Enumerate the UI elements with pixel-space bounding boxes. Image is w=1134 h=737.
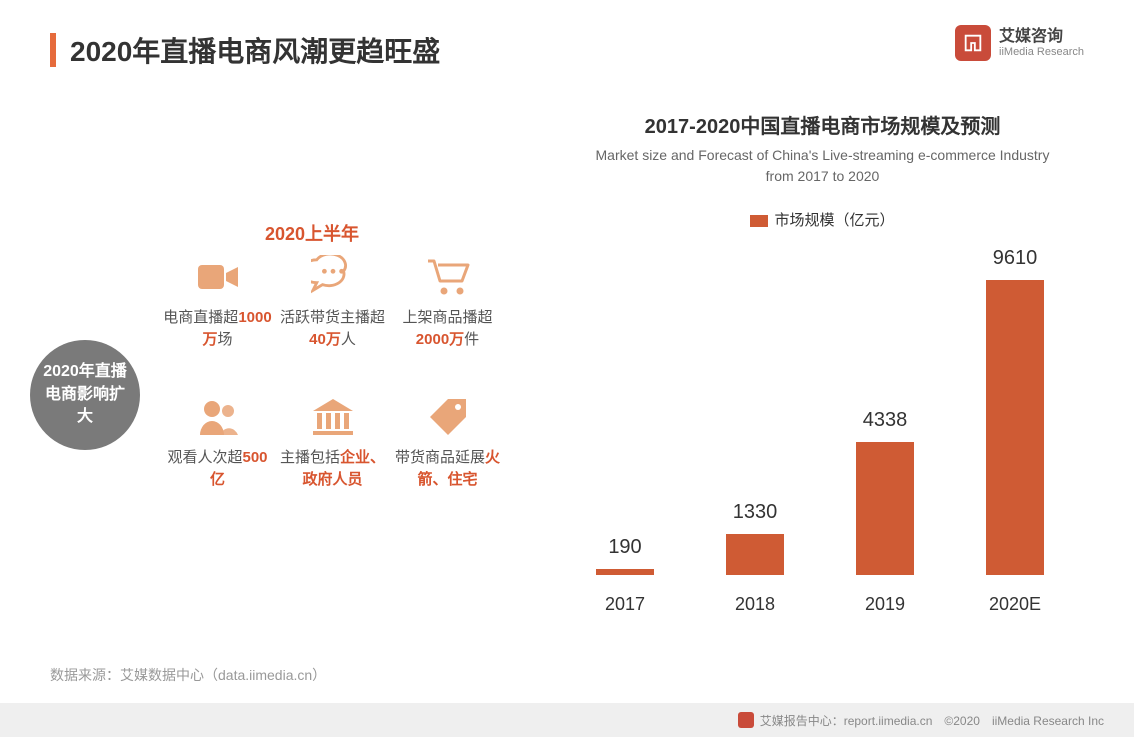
chart-title-en-line2: from 2017 to 2020 xyxy=(766,168,880,184)
legend-label: 市场规模（亿元） xyxy=(774,212,894,229)
info-cell-text: 观看人次超500亿 xyxy=(163,447,273,491)
bar-value-label: 4338 xyxy=(863,409,908,432)
info-cell: 上架商品播超2000万件 xyxy=(390,255,505,385)
page-footer: 艾媒报告中心：report.iimedia.cn ©2020 iiMedia R… xyxy=(0,703,1134,737)
chart-title-en: Market size and Forecast of China's Live… xyxy=(545,145,1100,187)
chart-legend: 市场规模（亿元） xyxy=(545,209,1100,230)
info-cell-text: 上架商品播超2000万件 xyxy=(393,307,503,351)
price-tag-icon xyxy=(426,395,470,439)
brand-name-en: iiMedia Research xyxy=(999,46,1084,58)
footer-logo-icon xyxy=(738,712,754,728)
chart-title-cn: 2017-2020中国直播电商市场规模及预测 xyxy=(545,110,1100,139)
chart-xlabels: 2017201820192020E xyxy=(560,594,1080,615)
data-source: 数据来源：艾媒数据中心（data.iimedia.cn） xyxy=(50,665,326,685)
x-axis-label: 2019 xyxy=(820,594,950,615)
brand-logo: 艾媒咨询 iiMedia Research xyxy=(955,25,1084,61)
info-cell: 主播包括企业、政府人员 xyxy=(275,395,390,525)
bar xyxy=(986,280,1044,575)
bar-value-label: 190 xyxy=(608,536,641,559)
info-cell: 电商直播超1000万场 xyxy=(160,255,275,385)
page-header: 2020年直播电商风潮更趋旺盛 xyxy=(50,30,440,70)
info-cell: 活跃带货主播超40万人 xyxy=(275,255,390,385)
bar-column: 190 xyxy=(560,536,690,575)
footer-text: 艾媒报告中心：report.iimedia.cn ©2020 iiMedia R… xyxy=(760,712,1104,729)
page-title: 2020年直播电商风潮更趋旺盛 xyxy=(70,30,440,70)
info-cell: 带货商品延展火箭、住宅 xyxy=(390,395,505,525)
video-camera-icon xyxy=(196,255,240,299)
institution-icon xyxy=(311,395,355,439)
info-cell-text: 活跃带货主播超40万人 xyxy=(278,307,388,351)
bar-value-label: 9610 xyxy=(993,247,1038,270)
bar-column: 4338 xyxy=(820,409,950,575)
impact-badge: 2020年直播电商影响扩大 xyxy=(30,340,140,450)
info-cell: 观看人次超500亿 xyxy=(160,395,275,525)
brand-logo-text: 艾媒咨询 iiMedia Research xyxy=(999,28,1084,58)
brand-name-cn: 艾媒咨询 xyxy=(999,28,1084,46)
shopping-cart-icon xyxy=(426,255,470,299)
info-cell-text: 电商直播超1000万场 xyxy=(163,307,273,351)
x-axis-label: 2018 xyxy=(690,594,820,615)
bar-column: 9610 xyxy=(950,247,1080,575)
brand-logo-icon xyxy=(955,25,991,61)
chart-plot: 190 1330 4338 9610 2017201820192020E xyxy=(560,250,1080,615)
chart-bars: 190 1330 4338 9610 xyxy=(560,250,1080,575)
header-accent-bar xyxy=(50,33,56,67)
period-label: 2020上半年 xyxy=(265,220,359,246)
chart-panel: 2017-2020中国直播电商市场规模及预测 Market size and F… xyxy=(545,110,1100,615)
bar xyxy=(726,534,784,575)
bar xyxy=(596,569,654,575)
bar xyxy=(856,442,914,575)
bar-value-label: 1330 xyxy=(733,501,778,524)
info-cell-text: 带货商品延展火箭、住宅 xyxy=(393,447,503,491)
x-axis-label: 2017 xyxy=(560,594,690,615)
chart-title-en-line1: Market size and Forecast of China's Live… xyxy=(596,147,1050,163)
chat-bubbles-icon xyxy=(311,255,355,299)
info-grid: 电商直播超1000万场活跃带货主播超40万人上架商品播超2000万件观看人次超5… xyxy=(160,255,505,525)
people-icon xyxy=(196,395,240,439)
bar-column: 1330 xyxy=(690,501,820,575)
info-cell-text: 主播包括企业、政府人员 xyxy=(278,447,388,491)
x-axis-label: 2020E xyxy=(950,594,1080,615)
legend-swatch xyxy=(750,215,768,227)
